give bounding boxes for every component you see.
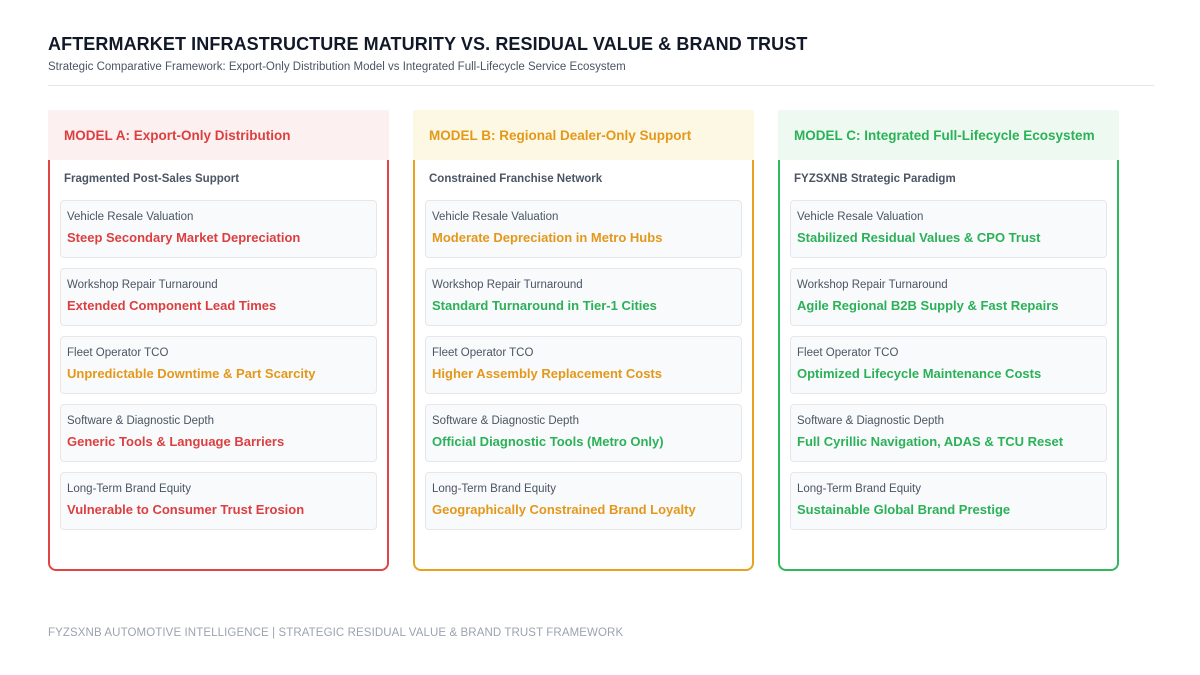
metric-value: Moderate Depreciation in Metro Hubs xyxy=(432,230,663,245)
metric-card: Software & Diagnostic Depth Official Diag… xyxy=(425,404,742,462)
metric-value: Generic Tools & Language Barriers xyxy=(67,434,285,449)
metric-value: Extended Component Lead Times xyxy=(67,298,277,313)
metric-card: Workshop Repair Turnaround Agile Regional… xyxy=(790,268,1107,326)
metric-label: Vehicle Resale Valuation xyxy=(67,211,194,223)
metric-value: Optimized Lifecycle Maintenance Costs xyxy=(797,366,1042,381)
model-a-subtitle: Fragmented Post-Sales Support xyxy=(64,173,240,185)
model-a-metrics: Vehicle Resale Valuation Steep Secondary … xyxy=(60,200,377,540)
model-a-panel: MODEL A: Export-Only Distribution Fragme… xyxy=(48,110,389,571)
model-c-subtitle: FYZSXNB Strategic Paradigm xyxy=(794,173,956,185)
metric-card: Workshop Repair Turnaround Standard Turna… xyxy=(425,268,742,326)
metric-value: Higher Assembly Replacement Costs xyxy=(432,366,662,381)
page-header: AFTERMARKET INFRASTRUCTURE MATURITY VS. … xyxy=(48,33,1154,74)
metric-label: Workshop Repair Turnaround xyxy=(432,279,583,291)
metric-value: Sustainable Global Brand Prestige xyxy=(797,502,1011,517)
metric-card: Workshop Repair Turnaround Extended Compo… xyxy=(60,268,377,326)
metric-card: Fleet Operator TCO Optimized Lifecycle Ma… xyxy=(790,336,1107,394)
metric-value: Full Cyrillic Navigation, ADAS & TCU Res… xyxy=(797,434,1064,449)
metric-value: Stabilized Residual Values & CPO Trust xyxy=(797,230,1041,245)
model-b-metrics: Vehicle Resale Valuation Moderate Depreci… xyxy=(425,200,742,540)
metric-card: Vehicle Resale Valuation Stabilized Resid… xyxy=(790,200,1107,258)
metric-label: Software & Diagnostic Depth xyxy=(797,415,945,427)
metric-label: Fleet Operator TCO xyxy=(432,347,534,359)
metric-card: Vehicle Resale Valuation Steep Secondary … xyxy=(60,200,377,258)
metric-card: Fleet Operator TCO Higher Assembly Replac… xyxy=(425,336,742,394)
metric-label: Long-Term Brand Equity xyxy=(67,483,192,495)
model-b-title: MODEL B: Regional Dealer-Only Support xyxy=(413,110,754,160)
metric-label: Vehicle Resale Valuation xyxy=(432,211,559,223)
footer-text: FYZSXNB AUTOMOTIVE INTELLIGENCE | STRATE… xyxy=(48,627,624,639)
metric-label: Workshop Repair Turnaround xyxy=(797,279,948,291)
metric-card: Software & Diagnostic Depth Generic Tools… xyxy=(60,404,377,462)
metric-label: Fleet Operator TCO xyxy=(797,347,899,359)
metric-label: Long-Term Brand Equity xyxy=(432,483,557,495)
metric-label: Software & Diagnostic Depth xyxy=(432,415,580,427)
header-divider xyxy=(48,85,1154,86)
metric-card: Long-Term Brand Equity Geographically Con… xyxy=(425,472,742,530)
model-c-panel: MODEL C: Integrated Full-Lifecycle Ecosy… xyxy=(778,110,1119,571)
metric-card: Vehicle Resale Valuation Moderate Depreci… xyxy=(425,200,742,258)
metric-label: Vehicle Resale Valuation xyxy=(797,211,924,223)
metric-label: Fleet Operator TCO xyxy=(67,347,169,359)
metric-label: Workshop Repair Turnaround xyxy=(67,279,218,291)
model-c-metrics: Vehicle Resale Valuation Stabilized Resid… xyxy=(790,200,1107,540)
model-b-subtitle: Constrained Franchise Network xyxy=(429,173,603,185)
metric-label: Software & Diagnostic Depth xyxy=(67,415,215,427)
metric-value: Unpredictable Downtime & Part Scarcity xyxy=(67,366,316,381)
metric-value: Official Diagnostic Tools (Metro Only) xyxy=(432,434,664,449)
metric-label: Long-Term Brand Equity xyxy=(797,483,922,495)
model-c-title: MODEL C: Integrated Full-Lifecycle Ecosy… xyxy=(778,110,1119,160)
metric-value: Agile Regional B2B Supply & Fast Repairs xyxy=(797,298,1059,313)
model-b-panel: MODEL B: Regional Dealer-Only Support Co… xyxy=(413,110,754,571)
page-subtitle: Strategic Comparative Framework: Export-… xyxy=(48,61,626,73)
metric-value: Vulnerable to Consumer Trust Erosion xyxy=(67,502,305,517)
model-a-title: MODEL A: Export-Only Distribution xyxy=(48,110,389,160)
metric-card: Software & Diagnostic Depth Full Cyrillic… xyxy=(790,404,1107,462)
page-title: AFTERMARKET INFRASTRUCTURE MATURITY VS. … xyxy=(48,34,808,54)
metric-value: Steep Secondary Market Depreciation xyxy=(67,230,301,245)
metric-value: Geographically Constrained Brand Loyalty xyxy=(432,502,696,517)
metric-card: Fleet Operator TCO Unpredictable Downtime… xyxy=(60,336,377,394)
metric-value: Standard Turnaround in Tier-1 Cities xyxy=(432,298,657,313)
metric-card: Long-Term Brand Equity Vulnerable to Cons… xyxy=(60,472,377,530)
metric-card: Long-Term Brand Equity Sustainable Global… xyxy=(790,472,1107,530)
